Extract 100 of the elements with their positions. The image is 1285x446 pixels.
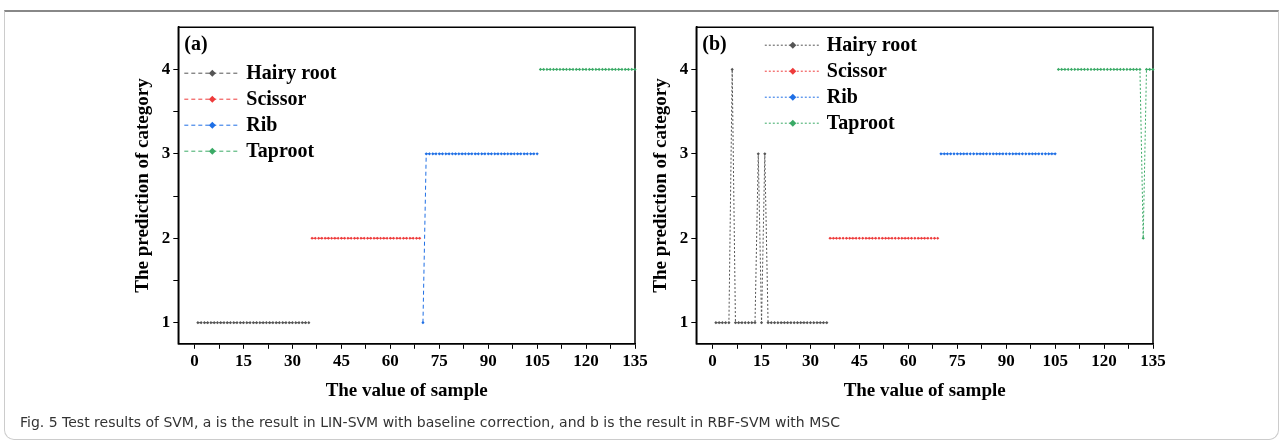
point (271, 321, 275, 325)
point (834, 236, 839, 240)
point (1020, 152, 1025, 156)
point (264, 321, 268, 325)
point (258, 321, 262, 325)
x-tick-label: 15 (235, 351, 253, 371)
x-tick-label: 0 (708, 351, 717, 371)
point (212, 321, 216, 325)
legend-label: Scissor (826, 59, 887, 82)
point (607, 67, 611, 72)
point (476, 152, 481, 156)
y-tick-label: 2 (161, 227, 171, 247)
point (936, 236, 940, 240)
point (502, 152, 507, 156)
x-tick-label: 75 (948, 351, 966, 371)
point (756, 152, 760, 156)
point (883, 236, 888, 240)
point (1102, 67, 1106, 72)
point (199, 321, 203, 325)
annotation: (a) (184, 32, 208, 56)
point (600, 67, 604, 72)
y-tick-label: 4 (161, 58, 171, 78)
point (795, 321, 800, 325)
point (555, 67, 559, 72)
point (789, 321, 793, 325)
x-tick-label: 120 (1091, 351, 1117, 371)
point (268, 321, 272, 325)
point (792, 321, 796, 325)
point (558, 67, 562, 72)
point (228, 321, 233, 325)
point (274, 321, 278, 325)
x-tick-label: 60 (899, 351, 917, 371)
point (440, 152, 445, 156)
point (581, 67, 585, 72)
y-tick-label: 3 (679, 143, 689, 163)
point (1033, 152, 1038, 156)
point (290, 321, 295, 325)
point (617, 67, 621, 72)
point (932, 236, 937, 240)
y-tick-label: 4 (679, 58, 689, 78)
point (1131, 67, 1136, 72)
point (857, 236, 862, 240)
point (910, 236, 914, 240)
point (779, 321, 783, 325)
x-tick-label: 135 (1140, 351, 1166, 371)
point (714, 321, 718, 325)
point (786, 321, 790, 325)
point (1086, 67, 1090, 72)
x-tick-label: 90 (997, 351, 1015, 371)
point (542, 67, 546, 72)
x-tick-label: 135 (622, 351, 648, 371)
point (945, 152, 950, 156)
x-tick-label: 105 (1042, 351, 1068, 371)
point (1089, 67, 1093, 72)
point (1115, 67, 1119, 72)
point (896, 236, 901, 240)
point (776, 321, 780, 325)
point (717, 321, 721, 325)
point (196, 321, 200, 325)
point (489, 152, 494, 156)
point (626, 67, 631, 72)
point (339, 236, 344, 240)
point (1135, 67, 1139, 72)
point (746, 321, 751, 325)
point (1079, 67, 1083, 72)
legend-label: Hairy root (826, 33, 918, 57)
legend-label: Hairy root (246, 61, 337, 85)
point (782, 321, 786, 325)
point (720, 321, 724, 325)
point (633, 67, 637, 72)
annotation: (b) (702, 32, 727, 56)
point (994, 152, 999, 156)
point (352, 236, 357, 240)
point (1082, 67, 1087, 72)
point (209, 321, 213, 325)
point (571, 67, 575, 72)
point (1141, 236, 1145, 240)
point (623, 67, 627, 72)
y-tick-label: 1 (679, 312, 689, 332)
x-tick-label: 60 (381, 351, 399, 371)
point (574, 67, 578, 72)
x-tick-label: 105 (524, 351, 550, 371)
point (870, 236, 875, 240)
point (821, 321, 826, 325)
point (730, 67, 734, 72)
point (1063, 67, 1067, 72)
point (303, 321, 308, 325)
x-tick-label: 90 (479, 351, 497, 371)
point (561, 67, 565, 72)
point (759, 321, 764, 325)
point (515, 152, 520, 156)
point (1138, 67, 1142, 72)
point (378, 236, 383, 240)
point (538, 67, 542, 72)
x-tick-label: 30 (283, 351, 301, 371)
y-axis-title: The prediction of category (649, 77, 671, 293)
point (548, 67, 552, 72)
legend-label: Taproot (246, 139, 315, 163)
y-tick-label: 3 (161, 143, 171, 163)
x-tick-label: 15 (753, 351, 771, 371)
